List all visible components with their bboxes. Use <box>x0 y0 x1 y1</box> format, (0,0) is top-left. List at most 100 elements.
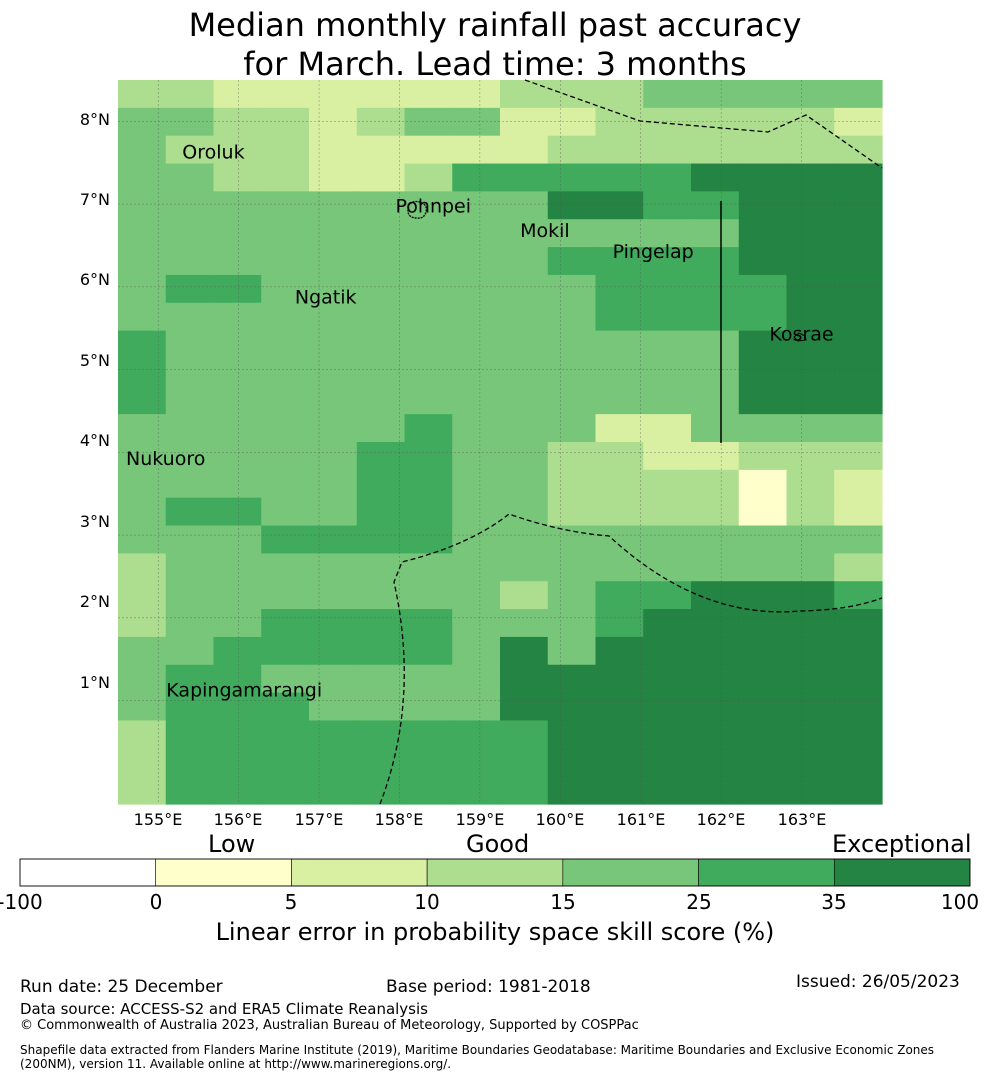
grid-cell <box>356 720 406 749</box>
grid-cell <box>595 664 644 694</box>
grid-cell <box>452 247 501 276</box>
grid-cell <box>786 274 835 304</box>
grid-cell <box>404 553 453 582</box>
grid-cell <box>691 191 740 220</box>
grid-cell <box>691 469 740 499</box>
grid-cell <box>261 219 310 248</box>
grid-cell <box>404 414 453 443</box>
grid-cell <box>309 80 358 109</box>
grid-cell <box>834 748 883 777</box>
grid-cell <box>309 330 358 360</box>
grid-cell <box>595 692 644 722</box>
grid-cell <box>643 553 692 582</box>
grid-cell <box>595 107 644 137</box>
cb-tick-7: 100 <box>940 890 980 914</box>
grid-cell <box>643 609 692 638</box>
grid-cell <box>309 358 358 387</box>
grid-cell <box>261 414 310 443</box>
lat-label-3n: 3°N <box>79 512 110 531</box>
grid-cell <box>691 219 740 248</box>
grid-cell <box>500 692 549 722</box>
shapefile-credit-line-2: (200NM), version 11. Available online at… <box>20 1057 452 1071</box>
cb-tick-0: -100 <box>0 890 43 914</box>
grid-cell <box>165 748 215 777</box>
grid-cell <box>691 247 740 276</box>
grid-cell <box>786 330 835 360</box>
grid-cell <box>500 469 549 499</box>
grid-cell <box>786 748 835 777</box>
grid-cell <box>500 414 549 443</box>
grid-cell <box>643 80 692 109</box>
grid-cell <box>261 636 310 666</box>
grid-cell <box>404 274 453 304</box>
colorbar-segment <box>291 858 428 887</box>
grid-cell <box>738 525 788 554</box>
grid-cell <box>213 274 262 304</box>
grid-cell <box>691 553 740 582</box>
grid-cell <box>643 191 692 220</box>
grid-cell <box>643 135 692 165</box>
grid-cell <box>309 609 358 638</box>
grid-cell <box>500 636 549 666</box>
lat-label-6n: 6°N <box>79 270 110 289</box>
grid-cell <box>500 525 549 554</box>
grid-cell <box>404 358 453 387</box>
grid-cell <box>165 636 215 666</box>
grid-cell <box>165 386 215 415</box>
grid-cell <box>691 80 740 109</box>
grid-cell <box>595 469 644 499</box>
grid-cell <box>595 497 644 527</box>
grid-cell <box>404 664 453 694</box>
grid-cell <box>738 692 788 722</box>
grid-cell <box>165 330 215 360</box>
grid-cell <box>643 302 692 332</box>
grid-cell <box>356 274 406 304</box>
grid-cell <box>595 609 644 638</box>
grid-cell <box>786 163 835 192</box>
grid-cell <box>309 469 358 499</box>
grid-cell <box>643 107 692 137</box>
grid-cell <box>404 330 453 360</box>
grid-cell <box>165 720 215 749</box>
grid-cell <box>786 469 835 499</box>
grid-cell <box>786 776 835 805</box>
grid-cell <box>165 274 215 304</box>
grid-cell <box>213 720 262 749</box>
grid-cell <box>786 358 835 387</box>
grid-cell <box>834 720 883 749</box>
grid-cell <box>595 163 644 192</box>
grid-cell <box>404 469 453 499</box>
grid-cell <box>213 442 262 471</box>
grid-cell <box>547 219 597 248</box>
grid-cell <box>500 107 549 137</box>
grid-cell <box>595 636 644 666</box>
grid-cell <box>165 497 215 527</box>
grid-cell <box>261 80 310 109</box>
eez-boundary-north <box>524 79 883 169</box>
grid-cell <box>356 302 406 332</box>
grid-cell <box>213 497 262 527</box>
lon-label-162e: 162°E <box>696 810 746 829</box>
grid-cell <box>834 274 883 304</box>
grid-cell <box>786 107 835 137</box>
grid-cell <box>738 664 788 694</box>
grid-cell <box>786 219 835 248</box>
grid-cell <box>691 692 740 722</box>
grid-cell <box>309 386 358 415</box>
grid-cell <box>738 609 788 638</box>
lat-label-7n: 7°N <box>79 190 110 209</box>
grid-cell <box>261 692 310 722</box>
grid-cell <box>309 664 358 694</box>
grid-cell <box>547 414 597 443</box>
grid-cell <box>691 609 740 638</box>
grid-cell <box>834 302 883 332</box>
grid-cell <box>738 219 788 248</box>
lon-label-160e: 160°E <box>535 810 585 829</box>
grid-cell <box>213 525 262 554</box>
grid-cell <box>309 692 358 722</box>
place-label-kosrae: Kosrae <box>769 324 833 346</box>
grid-cell <box>165 609 215 638</box>
grid-cell <box>452 692 501 722</box>
grid-cell <box>404 581 453 610</box>
colorbar-segment <box>562 858 699 887</box>
